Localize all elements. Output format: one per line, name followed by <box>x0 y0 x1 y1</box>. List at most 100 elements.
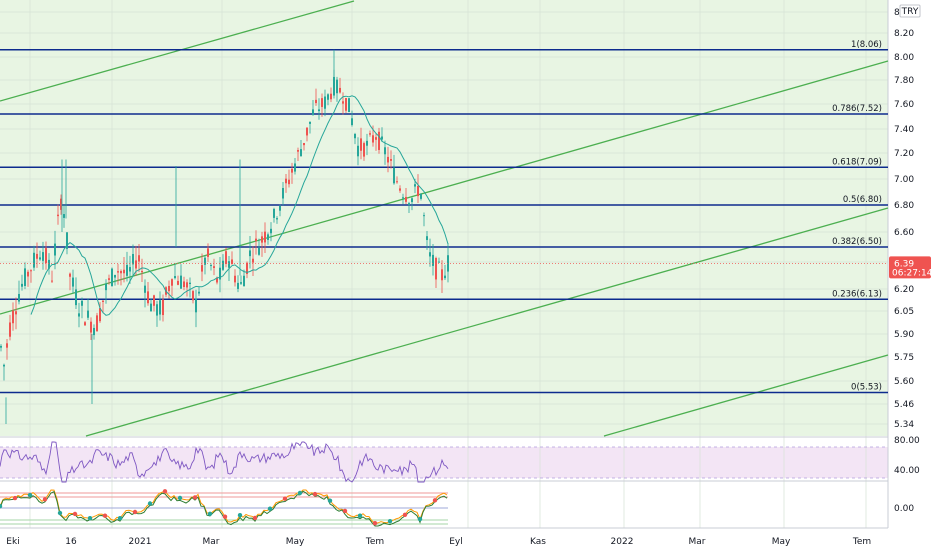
time-tick-label: Tem <box>852 537 871 547</box>
candle-body <box>390 159 392 161</box>
candle-body <box>444 275 446 279</box>
candle-body <box>429 252 431 257</box>
candle-body <box>354 133 356 139</box>
rsi-tick-label: 80.00 <box>894 436 920 446</box>
oscillator-cross-marker <box>132 509 138 515</box>
candle-body <box>363 143 365 157</box>
current-price-value: 6.39 <box>894 259 914 269</box>
candle-body <box>318 109 320 112</box>
oscillator-cross-marker <box>12 495 18 501</box>
fib-level-label: 0.786(7.52) <box>832 104 882 114</box>
fib-level-label: 0.618(7.09) <box>832 157 882 167</box>
candle-body <box>273 208 275 218</box>
candle-body <box>12 310 14 324</box>
price-tick-label: 5.60 <box>894 377 914 387</box>
oscillator-cross-marker <box>342 508 348 514</box>
candle-body <box>135 260 137 269</box>
candle-body <box>210 265 212 267</box>
candle-body <box>114 275 116 278</box>
candle-body <box>174 276 176 279</box>
candle-body <box>237 282 239 289</box>
candle-body <box>108 278 110 280</box>
time-tick-label: Mar <box>203 537 220 547</box>
candle-body <box>240 282 242 284</box>
candle-body <box>396 181 398 183</box>
candle-body <box>411 198 413 203</box>
oscillator-cross-marker <box>117 516 123 521</box>
oscillator-cross-marker <box>297 490 303 496</box>
candle-body <box>138 255 140 262</box>
bar-countdown: 06:27:14 <box>892 268 932 278</box>
candle-body <box>33 252 35 268</box>
oscillator-cross-marker <box>402 512 408 517</box>
oscillator-cross-marker <box>282 496 288 501</box>
time-tick-label: May <box>286 537 305 547</box>
candle-body <box>201 265 203 272</box>
oscillator-cross-marker <box>102 513 108 518</box>
channel-line <box>85 207 889 437</box>
candle-body <box>96 315 98 332</box>
candle-body <box>441 269 443 281</box>
candle-body <box>87 310 89 318</box>
candlestick-series <box>0 49 449 424</box>
candle-body <box>111 268 113 286</box>
time-tick-label: 16 <box>65 537 77 547</box>
candle-body <box>309 121 311 124</box>
candle-body <box>345 98 347 111</box>
candle-body <box>75 289 77 306</box>
candle-body <box>408 203 410 205</box>
oscillator-cross-marker <box>357 513 363 518</box>
price-tick-label: 5.34 <box>894 420 914 430</box>
candle-body <box>330 93 332 100</box>
candle-body <box>288 179 290 185</box>
oscillator-cross-marker <box>252 515 258 521</box>
candle-body <box>432 254 434 266</box>
oscillator-cross-marker <box>222 514 228 519</box>
oscillator-cross-marker <box>237 513 243 518</box>
candle-body <box>258 247 260 255</box>
candle-body <box>381 136 383 140</box>
rsi-line <box>0 441 449 483</box>
candle-body <box>123 269 125 274</box>
candle-body <box>15 311 17 315</box>
candle-body <box>231 259 233 265</box>
price-tick-label: 7.00 <box>894 175 914 185</box>
candle-body <box>351 118 353 126</box>
candle-body <box>105 283 107 291</box>
candle-body <box>144 285 146 293</box>
time-tick-label: Mar <box>689 537 706 547</box>
candle-body <box>282 188 284 199</box>
price-tick-label: 8.20 <box>894 29 914 39</box>
oscillator-cross-marker <box>177 495 183 501</box>
candle-body <box>246 262 248 275</box>
oscillator-cross-marker <box>312 491 318 497</box>
price-tick-label: 7.40 <box>894 125 914 135</box>
candle-body <box>402 197 404 199</box>
candle-body <box>99 308 101 322</box>
candle-body <box>384 147 386 155</box>
candle-body <box>189 282 191 285</box>
rsi-tick-label: 40.00 <box>894 466 920 476</box>
candle-body <box>417 185 419 197</box>
oscillator-cross-marker <box>372 521 378 526</box>
candle-body <box>324 96 326 109</box>
candle-body <box>18 293 20 302</box>
candle-body <box>153 295 155 306</box>
candle-body <box>426 236 428 241</box>
rsi-band-background <box>0 447 888 478</box>
candle-body <box>132 253 134 265</box>
price-tick-label: 6.05 <box>894 307 914 317</box>
candle-body <box>9 322 11 337</box>
candle-body <box>249 250 251 257</box>
candle-body <box>339 87 341 93</box>
regression-channel <box>0 0 889 437</box>
candle-body <box>327 94 329 100</box>
current-price-tag <box>889 256 931 279</box>
candle-body <box>168 285 170 292</box>
oscillator-cross-marker <box>162 489 168 494</box>
oscillator-cross-marker <box>192 495 198 500</box>
candle-body <box>312 109 314 115</box>
candle-body <box>156 304 158 316</box>
candle-body <box>141 270 143 273</box>
